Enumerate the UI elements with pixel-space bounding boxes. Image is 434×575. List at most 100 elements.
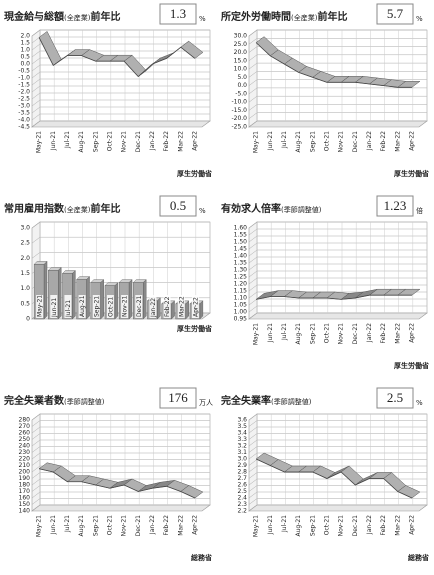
x-tick-label: Jul-21 bbox=[281, 323, 288, 341]
x-tick-label: Jan-22 bbox=[366, 131, 373, 151]
x-tick-label: Apr-22 bbox=[408, 515, 415, 535]
panel-title: 所定外労働時間(全産業)前年比 bbox=[221, 10, 347, 23]
x-tick-label: Dec-21 bbox=[135, 515, 142, 537]
bar-side bbox=[171, 300, 175, 320]
y-tick-label: 1.30 bbox=[234, 267, 248, 274]
x-tick-label: Sep-21 bbox=[309, 515, 316, 536]
x-tick-label: Jul-21 bbox=[281, 131, 288, 149]
y-tick-label: 1.40 bbox=[234, 253, 248, 260]
x-tick-label: Oct-21 bbox=[106, 131, 113, 151]
bar-side bbox=[58, 266, 62, 320]
y-tick-label: 170 bbox=[19, 488, 31, 495]
latest-value: 0.5 bbox=[170, 198, 186, 213]
y-tick-label: 0.95 bbox=[234, 316, 248, 323]
y-tick-label: 280 bbox=[19, 417, 31, 424]
latest-box bbox=[159, 3, 197, 25]
y-tick-label: 3.5 bbox=[237, 423, 247, 430]
y-tick-label: 10.0 bbox=[234, 66, 248, 73]
source: 厚生労働省 bbox=[394, 361, 429, 370]
source: 総務省 bbox=[408, 553, 429, 562]
y-tick-label: 1.00 bbox=[234, 309, 248, 316]
x-tick-label-bg bbox=[78, 295, 86, 318]
y-tick-label: 1.60 bbox=[234, 225, 248, 232]
bar-side bbox=[43, 260, 48, 320]
y-tick-label: -10.0 bbox=[231, 99, 247, 106]
bar-side bbox=[128, 279, 133, 320]
y-tick-label: 2.0 bbox=[20, 33, 30, 40]
x-tick-label: Jan-22 bbox=[150, 298, 157, 318]
y-tick-label: 1.45 bbox=[234, 246, 248, 253]
x-tick-label: May-21 bbox=[36, 515, 43, 537]
y-tick-label: 230 bbox=[19, 449, 31, 456]
x-tick-label: Aug-21 bbox=[78, 131, 85, 153]
y-tick-label: 1.0 bbox=[20, 47, 30, 54]
y-tick-label: 190 bbox=[19, 475, 31, 482]
x-tick-label-bg bbox=[149, 295, 157, 318]
x-tick-label: Feb-22 bbox=[380, 323, 387, 344]
y-tick-label: 2.9 bbox=[237, 462, 247, 469]
y-tick-label: -2.0 bbox=[18, 89, 30, 96]
x-tick-label: Dec-21 bbox=[135, 131, 142, 153]
y-tick-label: -3.5 bbox=[18, 110, 30, 117]
y-tick-label: 0.5 bbox=[20, 54, 30, 61]
panel: 完全失業者数(季節調整値) 176 万人2802702602502402302202… bbox=[4, 387, 213, 562]
x-tick-label: Feb-22 bbox=[163, 131, 170, 152]
unit: % bbox=[199, 15, 206, 23]
x-tick-label: Jan-22 bbox=[149, 515, 156, 535]
y-tick-label: -1.5 bbox=[18, 82, 30, 89]
x-tick-label-bg bbox=[177, 295, 185, 318]
y-tick-label: 2.2 bbox=[237, 508, 247, 515]
y-tick-label: 3.6 bbox=[237, 417, 247, 424]
y-tick-label: 0.0 bbox=[237, 82, 247, 89]
y-tick-label: 2.0 bbox=[20, 255, 30, 262]
y-tick-label: 220 bbox=[19, 456, 31, 463]
x-tick-label: Nov-21 bbox=[338, 323, 345, 345]
latest-value: 1.3 bbox=[170, 6, 186, 21]
line bbox=[256, 294, 412, 300]
latest-value: 1.23 bbox=[384, 198, 407, 213]
x-tick-label-bg bbox=[36, 295, 44, 318]
title-main: 現金給与総額 bbox=[4, 10, 64, 23]
x-tick-label: Aug-21 bbox=[295, 323, 302, 345]
y-tick-label: 2.5 bbox=[20, 240, 30, 247]
y-tick-label: 3.0 bbox=[237, 456, 247, 463]
panel-title: 現金給与総額(全産業)前年比 bbox=[4, 10, 120, 23]
latest-value: 5.7 bbox=[387, 6, 404, 21]
bar-side bbox=[100, 279, 104, 320]
y-tick-label: 3.2 bbox=[237, 443, 247, 450]
title-main: 完全失業者数 bbox=[4, 394, 65, 407]
x-tick-label: Sep-21 bbox=[309, 323, 316, 344]
y-tick-label: 0.0 bbox=[20, 61, 30, 68]
y-tick-label: 210 bbox=[19, 462, 31, 469]
x-tick-label: Jun-21 bbox=[267, 515, 274, 535]
x-tick-label: Mar-22 bbox=[178, 296, 185, 317]
x-tick-label: Nov-21 bbox=[121, 515, 128, 537]
x-tick-label: Feb-22 bbox=[380, 131, 387, 152]
y-tick-label: -0.5 bbox=[18, 68, 30, 75]
y-tick-label: 2.7 bbox=[237, 475, 247, 482]
line bbox=[38, 468, 196, 499]
x-tick-label: Jun-21 bbox=[267, 323, 274, 343]
y-tick-label: 1.55 bbox=[234, 232, 248, 239]
bar bbox=[48, 270, 59, 320]
x-tick-label: Jun-21 bbox=[50, 131, 57, 151]
bar-side bbox=[72, 270, 76, 320]
y-tick-label: 1.5 bbox=[20, 270, 30, 277]
source: 総務省 bbox=[191, 553, 212, 562]
y-tick-label: 3.0 bbox=[20, 225, 30, 232]
y-tick-label: -20.0 bbox=[231, 115, 247, 122]
x-tick-label: Jun-21 bbox=[267, 131, 274, 151]
y-tick-label: 0.5 bbox=[20, 300, 30, 307]
x-tick-label-bg bbox=[191, 295, 199, 318]
y-tick-label: 1.15 bbox=[234, 288, 248, 295]
y-tick-label: 5.0 bbox=[237, 74, 247, 81]
x-tick-label: Jun-21 bbox=[51, 298, 58, 318]
panel: 所定外労働時間(全産業)前年比 5.7 % 30.025.020.015.0 10.05… bbox=[221, 3, 429, 178]
panel: 常用雇用指数(全産業)前年比 0.5 % 3.0 2.5 2.0 1.5 1.0 0.5 0 May… bbox=[4, 195, 212, 333]
x-tick-label: Mar-22 bbox=[177, 131, 184, 152]
unit: % bbox=[416, 15, 423, 23]
y-tick-label: 160 bbox=[19, 495, 31, 502]
unit: % bbox=[199, 207, 206, 215]
y-tick-label: 3.3 bbox=[237, 436, 247, 443]
line bbox=[255, 458, 413, 499]
